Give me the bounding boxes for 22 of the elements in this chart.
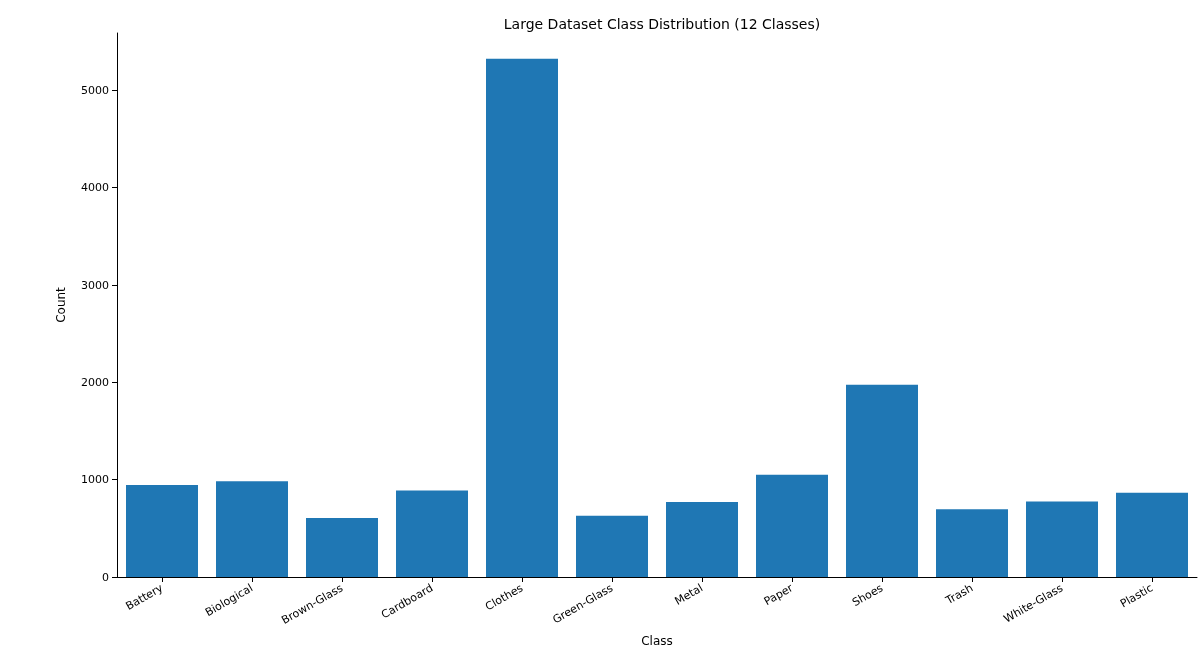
bar: [576, 515, 648, 577]
bar: [756, 474, 828, 577]
x-tick-label: Trash: [942, 581, 976, 608]
y-tick-label: 1000: [81, 473, 109, 487]
bar: [936, 509, 1008, 577]
bar: [216, 481, 288, 577]
bar: [486, 58, 558, 577]
y-axis-title: Count: [54, 286, 68, 323]
chart-title: Large Dataset Class Distribution (12 Classes): [503, 16, 821, 32]
x-axis-title: Class: [641, 634, 673, 648]
y-tick-label: 0: [102, 570, 109, 584]
y-tick-label: 3000: [81, 278, 109, 292]
bar: [126, 485, 198, 577]
bar: [1026, 501, 1098, 577]
bar: [306, 518, 378, 577]
y-tick-label: 2000: [81, 375, 109, 389]
bar: [666, 502, 738, 577]
y-tick-label: 5000: [81, 83, 109, 97]
bar: [846, 384, 918, 577]
bar: [396, 490, 468, 577]
bar: [1116, 492, 1188, 577]
y-tick-label: 4000: [81, 181, 109, 195]
